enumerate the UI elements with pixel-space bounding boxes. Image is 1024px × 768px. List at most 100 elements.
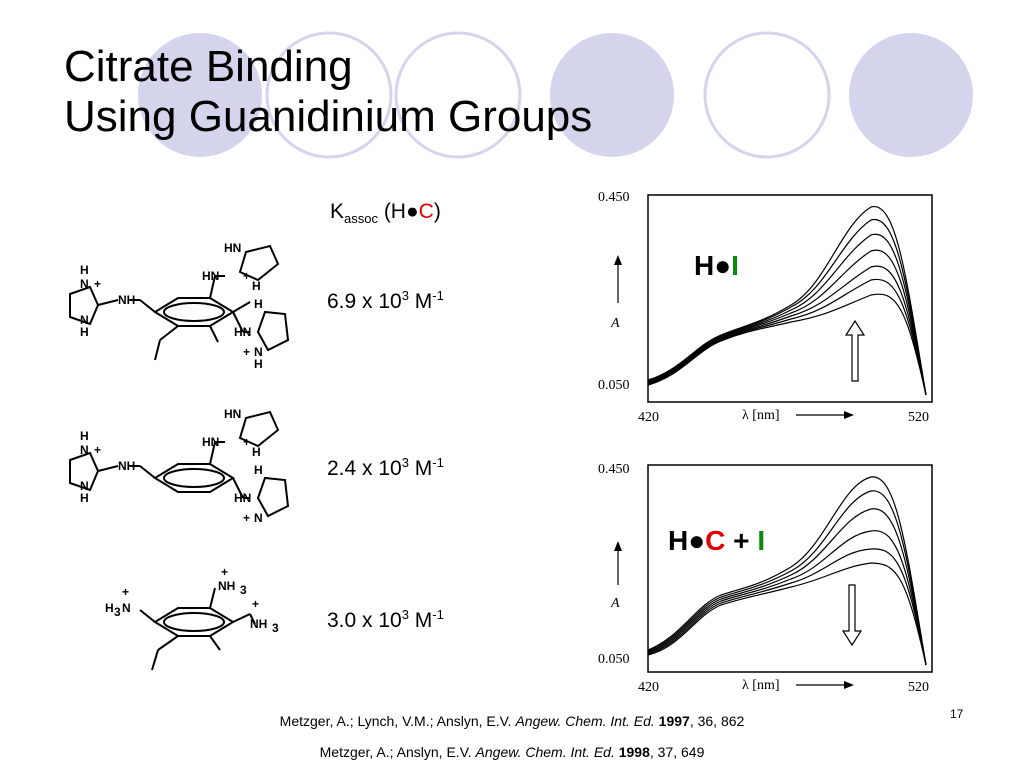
kassoc-dot: ● <box>405 200 419 223</box>
s3-plus-left: + <box>122 585 129 599</box>
ref-2-journal: Angew. Chem. Int. Ed. <box>475 744 615 760</box>
structure-1: H N + NH N H HN HN + H H HN + N H <box>69 241 290 371</box>
circle-filled-1 <box>138 33 262 157</box>
circle-ring-3 <box>703 31 831 159</box>
ref-1-authors: Metzger, A.; Lynch, V.M.; Anslyn, E.V. <box>279 713 516 729</box>
binding-constant-1: 6.9 x 103 M-1 <box>327 288 444 314</box>
s1-nh-left: NH <box>118 293 135 307</box>
kassoc-header: Kassoc (H●C) <box>330 200 441 226</box>
spectrum-1-curve-6 <box>647 278 927 396</box>
spectrum-2-label-c: C <box>705 525 726 556</box>
kassoc-sub: assoc <box>344 211 378 227</box>
spectrum-2-curve-4 <box>647 530 927 666</box>
s1-h-bottom: H <box>80 325 89 339</box>
circle-filled-2 <box>550 33 674 157</box>
title-line-1: Citrate Binding <box>64 42 353 91</box>
k3-exponent: 3 <box>401 607 409 622</box>
spectrum-1-frame <box>647 194 933 403</box>
spectrum-2-xlabel: λ [nm] <box>742 678 780 693</box>
spectrum-1-xlabel: λ [nm] <box>742 408 780 423</box>
spectrum-1-xmax: 520 <box>908 410 929 425</box>
s1-hn-right: HN <box>234 325 251 339</box>
s3-plus-top: + <box>221 565 228 579</box>
k2-mantissa: 2.4 x 10 <box>327 457 402 480</box>
s2-n-right: N <box>254 511 263 525</box>
circle-ring-1 <box>265 31 393 159</box>
s3-plus-right: + <box>252 597 259 611</box>
s3-h-left: H <box>105 601 114 615</box>
kassoc-close: ) <box>433 200 441 223</box>
slide-number: 17 <box>950 707 964 721</box>
spectrum-1-curves <box>647 206 927 396</box>
ref-2-year: 1998 <box>614 744 650 760</box>
s2-nh-left: NH <box>118 459 135 473</box>
s3-sub3-top: 3 <box>240 583 247 597</box>
s1-plus-top: + <box>243 269 250 283</box>
spectrum-1-curve-4 <box>647 249 927 396</box>
s2-hn-right: HN <box>234 491 251 505</box>
structure-1-bonds <box>69 244 290 361</box>
s1-plus-left: + <box>94 277 101 291</box>
s2-plus-left: + <box>94 443 101 457</box>
spectrum-2-curve-5 <box>647 548 927 666</box>
spectrum-1-ylabel: A <box>610 316 620 331</box>
s3-n-left: N <box>122 601 131 615</box>
structure-2: H N + NH N H HN HN + H H HN + N <box>69 407 290 525</box>
decorative-circles <box>138 31 973 159</box>
spectrum-1: 0.450 0.050 A 420 520 λ [nm] <box>596 185 941 430</box>
ref-1-journal: Angew. Chem. Int. Ed. <box>515 713 655 729</box>
spectrum-2-label: H●C + I <box>668 525 765 557</box>
spectrum-1-curve-7 <box>647 293 927 396</box>
ref-1-volume-pages: , 36, 862 <box>689 713 745 729</box>
s1-h-bottom-right: H <box>254 357 263 371</box>
spectrum-2-frame <box>647 464 933 673</box>
s1-hn-arm: HN <box>202 269 219 283</box>
k1-exponent: 3 <box>401 288 409 303</box>
s3-nh-right: NH <box>250 617 267 631</box>
spectrum-1-label-h: H <box>694 250 715 281</box>
s3-sub3-left: 3 <box>114 605 121 619</box>
reference-2: Metzger, A.; Anslyn, E.V. Angew. Chem. I… <box>0 744 1024 760</box>
spectrum-2-xmin: 420 <box>638 680 659 695</box>
ref-2-authors: Metzger, A.; Anslyn, E.V. <box>319 744 476 760</box>
s1-h-top-right: H <box>252 279 261 293</box>
spectrum-2-label-h: H <box>668 525 689 556</box>
k2-unit-exp: -1 <box>432 455 444 470</box>
s3-nh-top: NH <box>218 579 235 593</box>
spectrum-2-y-arrowhead <box>614 541 622 551</box>
s2-n-bottom: N <box>80 479 89 493</box>
s1-h-right: H <box>254 297 263 311</box>
title-line-2: Using Guanidinium Groups <box>64 92 593 141</box>
s1-hn-top: HN <box>224 241 241 255</box>
s3-sub3-right: 3 <box>272 621 279 635</box>
k1-mantissa: 6.9 x 10 <box>327 290 402 313</box>
spectrum-1-curve-2 <box>647 218 927 396</box>
kassoc-k: K <box>330 200 345 223</box>
s2-plus-top: + <box>243 435 250 449</box>
s2-plus-right: + <box>243 511 250 525</box>
k3-unit-exp: -1 <box>432 607 444 622</box>
spectrum-1-ymin: 0.050 <box>598 378 630 393</box>
spectrum-1-x-arrowhead <box>844 411 854 419</box>
s2-h-right: H <box>254 463 263 477</box>
s2-n-left: N <box>80 443 89 457</box>
structure-3-bonds <box>139 587 256 671</box>
s2-h-top: H <box>80 429 89 443</box>
spectrum-2-ymax: 0.450 <box>598 462 630 477</box>
k2-exponent: 3 <box>401 455 409 470</box>
spectrum-2-ymin: 0.050 <box>598 652 630 667</box>
spectrum-2-label-dot: ● <box>688 525 706 556</box>
circle-ring-2 <box>394 31 522 159</box>
k2-unit: M <box>408 457 433 480</box>
spectrum-2: 0.450 0.050 A 420 520 λ [nm] <box>596 455 941 700</box>
s2-hn-arm: HN <box>202 435 219 449</box>
s2-hn-top: HN <box>224 407 241 421</box>
binding-constant-2: 2.4 x 103 M-1 <box>327 455 444 481</box>
binding-constant-3: 3.0 x 103 M-1 <box>327 607 444 633</box>
spectrum-2-curves <box>647 476 927 666</box>
s1-h-top: H <box>80 263 89 277</box>
k1-unit: M <box>408 290 433 313</box>
spectrum-2-curve-6 <box>647 562 927 666</box>
structure-2-bonds <box>69 410 290 518</box>
structure-3: + NH 3 + H 3 N + NH 3 <box>105 565 279 671</box>
